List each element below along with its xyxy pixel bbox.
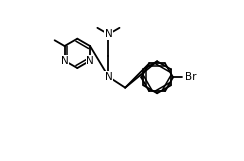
Text: N: N: [86, 56, 94, 66]
Text: N: N: [105, 29, 112, 39]
Text: Br: Br: [185, 72, 197, 82]
Text: N: N: [61, 56, 69, 66]
Text: N: N: [105, 71, 112, 81]
